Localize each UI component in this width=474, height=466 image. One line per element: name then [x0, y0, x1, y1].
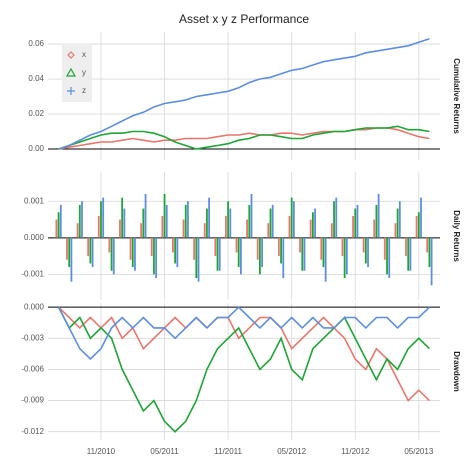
legend-label: z [82, 86, 86, 95]
legend-symbol [67, 87, 75, 95]
x-tick-label: 05/2012 [277, 447, 306, 456]
y-tick-label: -0.006 [21, 365, 44, 374]
series-line [58, 306, 430, 402]
y-tick-label: 0.00 [28, 144, 44, 153]
legend-label: x [82, 50, 86, 59]
x-tick-label: 11/2011 [214, 447, 242, 456]
panel-label: Drawdown [452, 351, 461, 392]
y-tick-label: 0.000 [24, 302, 45, 311]
legend-box [62, 44, 92, 102]
series-line [58, 127, 430, 150]
legend-symbol [65, 67, 77, 77]
chart-title: Asset x y z Performance [179, 12, 309, 26]
plot-background [48, 172, 440, 300]
y-tick-label: -0.012 [21, 427, 44, 436]
legend-label: y [82, 68, 86, 77]
x-tick-label: 11/2010 [87, 447, 116, 456]
series-line [57, 306, 430, 433]
y-tick-label: 0.06 [28, 39, 44, 48]
y-tick-label: 0.02 [28, 109, 44, 118]
x-tick-label: 05/2011 [150, 447, 179, 456]
plot-background [48, 32, 440, 160]
legend-symbol [67, 51, 75, 59]
y-tick-label: -0.009 [21, 396, 44, 405]
series-line [58, 38, 430, 150]
panel-label: Daily Returns [452, 210, 461, 262]
y-tick-label: 0.000 [24, 233, 45, 242]
y-tick-label: 0.001 [24, 196, 45, 205]
panel-label: Cumulative Returns [452, 58, 461, 134]
x-tick-label: 05/2013 [404, 447, 433, 456]
y-tick-label: -0.003 [21, 333, 44, 342]
y-tick-label: -0.001 [21, 270, 44, 279]
series-line [57, 306, 430, 361]
y-tick-label: 0.04 [28, 74, 44, 83]
x-tick-label: 11/2012 [341, 447, 370, 456]
series-line [58, 125, 430, 150]
